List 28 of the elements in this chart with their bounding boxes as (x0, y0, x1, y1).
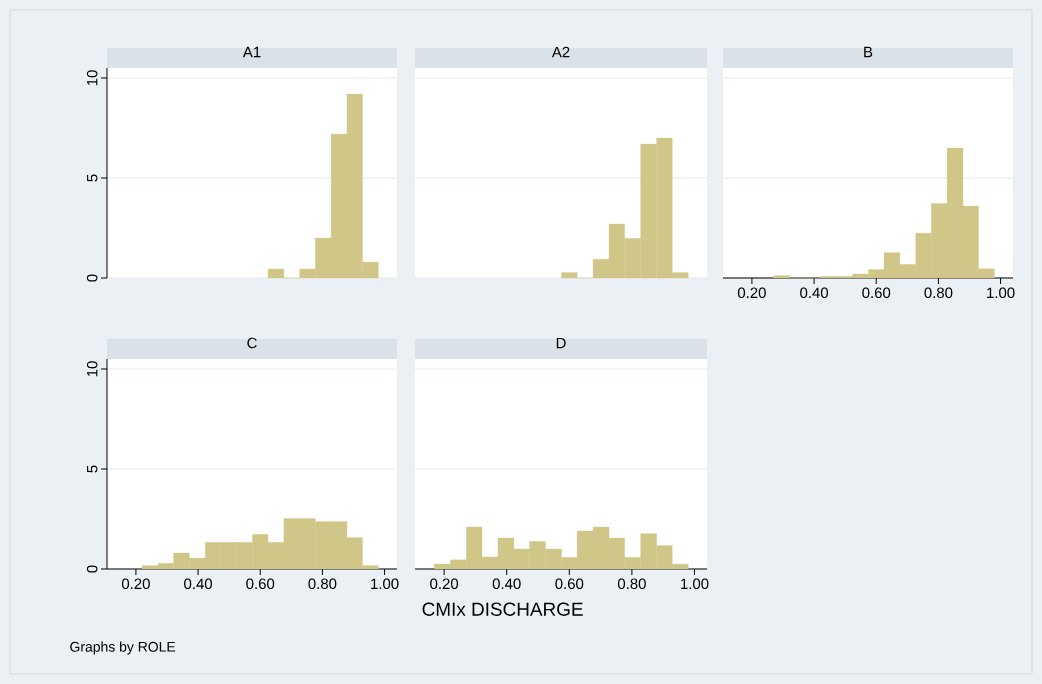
x-tick-label: 0.20 (737, 287, 766, 299)
y-tick-label: 0 (86, 565, 98, 573)
chart-title: C (247, 337, 257, 349)
x-tick-label: 0.60 (555, 578, 584, 590)
chart-title: D (556, 337, 566, 349)
x-tick-label: 0.20 (121, 578, 150, 590)
x-tick-label: 0.20 (430, 578, 459, 590)
y-tick-label: 10 (86, 361, 98, 377)
chart-title: A1 (242, 46, 261, 58)
y-tick-label: 0 (86, 274, 98, 282)
x-tick-label: 0.40 (492, 578, 521, 590)
x-axis-title: CMIx DISCHARGE (422, 602, 583, 616)
x-tick-label: 0.60 (246, 578, 275, 590)
x-tick-label: 1.00 (681, 578, 709, 590)
y-tick-label: 10 (86, 70, 98, 86)
x-tick-label: 1.00 (987, 287, 1015, 299)
chart-title: A2 (551, 46, 570, 58)
x-tick-label: 0.60 (862, 287, 891, 299)
chart-title: B (864, 46, 873, 58)
x-tick-label: 0.40 (184, 578, 213, 590)
x-tick-label: 0.80 (308, 578, 337, 590)
x-tick-label: 0.40 (800, 287, 829, 299)
x-tick-label: 0.80 (617, 578, 646, 590)
x-tick-label: 1.00 (371, 578, 399, 590)
text: Graphs by ROLE (70, 641, 176, 655)
y-tick-label: 5 (87, 174, 98, 182)
x-tick-label: 0.80 (924, 287, 953, 299)
y-tick-label: 5 (87, 465, 98, 473)
